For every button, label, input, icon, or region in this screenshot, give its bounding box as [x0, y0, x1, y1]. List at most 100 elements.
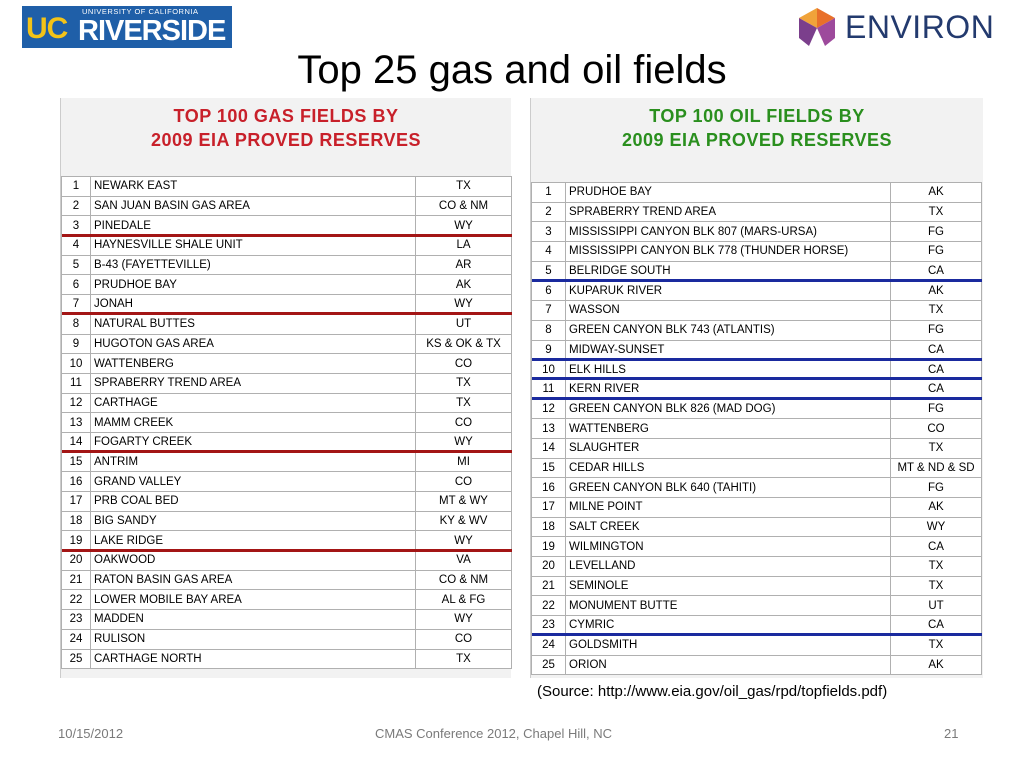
gas-table-row: 24 RULISON CO: [61, 628, 512, 650]
gas-field-cell: RULISON: [90, 628, 416, 650]
oil-fields-table: 1 PRUDHOE BAY AK 2 SPRABERRY TREND AREA TX 3 MI…: [531, 182, 982, 676]
oil-state-cell: AK: [890, 182, 982, 203]
oil-table-row: 7 WASSON TX: [531, 300, 982, 321]
oil-state-cell: TX: [890, 201, 982, 223]
oil-field-cell: MISSISSIPPI CANYON BLK 778 (THUNDER HORS…: [565, 241, 891, 262]
gas-state-cell: WY: [415, 609, 512, 630]
oil-field-cell: MILNE POINT: [565, 497, 891, 518]
gas-fields-table: 1 NEWARK EAST TX 2 SAN JUAN BASIN GAS AREA CO…: [61, 176, 512, 670]
gas-rank-cell: 9: [61, 333, 91, 355]
oil-rank-cell: 8: [531, 319, 566, 341]
gas-field-cell: PRB COAL BED: [90, 491, 416, 512]
environ-logo-text: ENVIRON: [845, 9, 995, 45]
gas-field-cell: HAYNESVILLE SHALE UNIT: [90, 235, 416, 256]
gas-field-cell: HUGOTON GAS AREA: [90, 333, 416, 355]
gas-table-row: 12 CARTHAGE TX: [61, 392, 512, 414]
gas-table-row: 23 MADDEN WY: [61, 609, 512, 630]
gas-field-cell: LOWER MOBILE BAY AREA: [90, 589, 416, 611]
oil-rank-cell: 4: [531, 241, 566, 262]
gas-field-cell: SAN JUAN BASIN GAS AREA: [90, 195, 416, 217]
gas-rank-cell: 16: [61, 471, 91, 492]
oil-rank-cell: 3: [531, 221, 566, 243]
gas-heading-line1: TOP 100 GAS FIELDS BY: [173, 106, 399, 126]
oil-state-cell: WY: [890, 516, 982, 538]
oil-field-cell: GREEN CANYON BLK 826 (MAD DOG): [565, 398, 891, 420]
oil-table-row: 20 LEVELLAND TX: [531, 556, 982, 577]
oil-rank-cell: 6: [531, 280, 566, 302]
oil-field-cell: SEMINOLE: [565, 575, 891, 597]
gas-state-cell: TX: [415, 392, 512, 414]
gas-table-row: 20 OAKWOOD VA: [61, 550, 512, 571]
gas-table-row: 2 SAN JUAN BASIN GAS AREA CO & NM: [61, 195, 512, 217]
gas-state-cell: CO: [415, 471, 512, 492]
gas-table-row: 9 HUGOTON GAS AREA KS & OK & TX: [61, 333, 512, 355]
oil-panel-heading: TOP 100 OIL FIELDS BY 2009 EIA PROVED RE…: [531, 98, 983, 182]
gas-field-cell: WATTENBERG: [90, 353, 416, 374]
gas-state-cell: TX: [415, 176, 512, 197]
gas-rank-cell: 5: [61, 254, 91, 276]
gas-rank-cell: 1: [61, 176, 91, 197]
gas-state-cell: CO: [415, 628, 512, 650]
gas-table-row: 8 NATURAL BUTTES UT: [61, 313, 512, 335]
gas-highlight-underline: [61, 233, 512, 237]
oil-field-cell: SPRABERRY TREND AREA: [565, 201, 891, 223]
oil-rank-cell: 18: [531, 516, 566, 538]
gas-rank-cell: 21: [61, 569, 91, 591]
oil-state-cell: MT & ND & SD: [890, 457, 982, 479]
gas-field-cell: FOGARTY CREEK: [90, 431, 416, 453]
oil-field-cell: LEVELLAND: [565, 556, 891, 577]
gas-panel-heading: TOP 100 GAS FIELDS BY 2009 EIA PROVED RE…: [61, 98, 511, 176]
oil-highlight-underline: [531, 633, 982, 637]
gas-table-row: 13 MAMM CREEK CO: [61, 412, 512, 433]
gas-heading-line2: 2009 EIA PROVED RESERVES: [150, 130, 422, 150]
oil-rank-cell: 13: [531, 418, 566, 439]
gas-field-cell: MADDEN: [90, 609, 416, 630]
oil-field-cell: ORION: [565, 654, 891, 676]
gas-table-row: 18 BIG SANDY KY & WV: [61, 510, 512, 532]
gas-rank-cell: 10: [61, 353, 91, 374]
gas-rank-cell: 2: [61, 195, 91, 217]
oil-state-cell: AK: [890, 654, 982, 676]
oil-field-cell: GREEN CANYON BLK 743 (ATLANTIS): [565, 319, 891, 341]
oil-rank-cell: 15: [531, 457, 566, 479]
oil-heading-line2: 2009 EIA PROVED RESERVES: [621, 130, 893, 150]
gas-state-cell: AR: [415, 254, 512, 276]
gas-rank-cell: 4: [61, 235, 91, 256]
gas-table-row: 25 CARTHAGE NORTH TX: [61, 648, 512, 670]
oil-field-cell: WILMINGTON: [565, 536, 891, 558]
gas-state-cell: CO & NM: [415, 569, 512, 591]
oil-table-row: 25 ORION AK: [531, 654, 982, 676]
gas-fields-panel: TOP 100 GAS FIELDS BY 2009 EIA PROVED RE…: [60, 98, 512, 678]
footer-event: CMAS Conference 2012, Chapel Hill, NC: [375, 726, 612, 741]
oil-rank-cell: 1: [531, 182, 566, 203]
oil-table-row: 14 SLAUGHTER TX: [531, 437, 982, 459]
gas-state-cell: LA: [415, 235, 512, 256]
oil-state-cell: FG: [890, 221, 982, 243]
gas-state-cell: CO & NM: [415, 195, 512, 217]
gas-rank-cell: 23: [61, 609, 91, 630]
ucr-logo: UC UNIVERSITY OF CALIFORNIA RIVERSIDE: [22, 6, 232, 48]
oil-rank-cell: 14: [531, 437, 566, 459]
gas-state-cell: AK: [415, 274, 512, 296]
footer-date: 10/15/2012: [58, 726, 124, 741]
oil-table-row: 19 WILMINGTON CA: [531, 536, 982, 558]
gas-highlight-underline: [61, 450, 512, 454]
oil-table-row: 12 GREEN CANYON BLK 826 (MAD DOG) FG: [531, 398, 982, 420]
gas-table-row: 16 GRAND VALLEY CO: [61, 471, 512, 492]
oil-state-cell: AK: [890, 280, 982, 302]
source-citation: (Source: http://www.eia.gov/oil_gas/rpd/…: [537, 683, 888, 700]
gas-table-row: 17 PRB COAL BED MT & WY: [61, 491, 512, 512]
oil-table-row: 13 WATTENBERG CO: [531, 418, 982, 439]
gas-table-row: 15 ANTRIM MI: [61, 451, 512, 473]
oil-highlight-underline: [531, 397, 982, 401]
gas-field-cell: BIG SANDY: [90, 510, 416, 532]
oil-state-cell: FG: [890, 477, 982, 498]
ucr-logo-riverside: RIVERSIDE: [78, 15, 226, 47]
oil-rank-cell: 25: [531, 654, 566, 676]
gas-table-row: 4 HAYNESVILLE SHALE UNIT LA: [61, 235, 512, 256]
footer-page-number: 21: [944, 726, 959, 741]
gas-state-cell: TX: [415, 372, 512, 394]
oil-table-row: 16 GREEN CANYON BLK 640 (TAHITI) FG: [531, 477, 982, 498]
oil-highlight-underline: [531, 357, 982, 361]
gas-rank-cell: 22: [61, 589, 91, 611]
